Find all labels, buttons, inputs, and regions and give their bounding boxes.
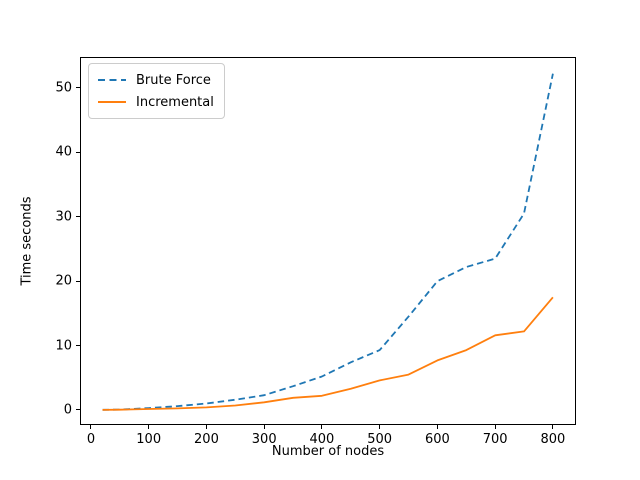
y-tick-label: 0	[63, 402, 72, 418]
y-tick-mark	[76, 345, 80, 347]
y-tick-mark	[76, 87, 80, 89]
legend-entry-brute-force: Brute Force	[97, 69, 214, 91]
legend-label-incremental: Incremental	[136, 94, 214, 110]
incremental-line-sample-icon	[98, 101, 126, 103]
y-tick-label: 10	[55, 338, 72, 354]
x-tick-mark	[321, 425, 323, 429]
x-tick-label: 300	[251, 432, 277, 447]
x-tick-label: 800	[540, 432, 566, 447]
x-tick-label: 700	[482, 432, 508, 447]
y-tick-mark	[76, 151, 80, 153]
y-tick-label: 20	[55, 273, 72, 289]
y-tick-mark	[76, 409, 80, 411]
x-tick-label: 400	[309, 432, 335, 447]
x-tick-mark	[436, 425, 438, 429]
y-axis-label: Time seconds	[19, 196, 35, 286]
y-tick-label: 30	[55, 209, 72, 225]
x-tick-label: 100	[136, 432, 162, 447]
legend-label-brute-force: Brute Force	[136, 72, 211, 88]
x-tick-mark	[90, 425, 92, 429]
x-tick-mark	[552, 425, 554, 429]
y-tick-mark	[76, 280, 80, 282]
x-tick-mark	[205, 425, 207, 429]
x-tick-label: 600	[424, 432, 450, 447]
y-tick-mark	[76, 216, 80, 218]
x-tick-mark	[494, 425, 496, 429]
legend: Brute Force Incremental	[88, 63, 225, 119]
x-tick-label: 200	[194, 432, 219, 447]
x-axis-label: Number of nodes	[271, 444, 385, 459]
x-tick-mark	[148, 425, 150, 429]
x-tick-mark	[379, 425, 381, 429]
y-tick-label: 50	[55, 80, 72, 96]
x-tick-label: 500	[367, 432, 393, 447]
x-tick-label: 0	[86, 432, 96, 447]
brute-force-line-sample-icon	[98, 79, 126, 81]
x-tick-mark	[263, 425, 265, 429]
y-tick-label: 40	[55, 144, 72, 160]
legend-entry-incremental: Incremental	[97, 91, 214, 113]
